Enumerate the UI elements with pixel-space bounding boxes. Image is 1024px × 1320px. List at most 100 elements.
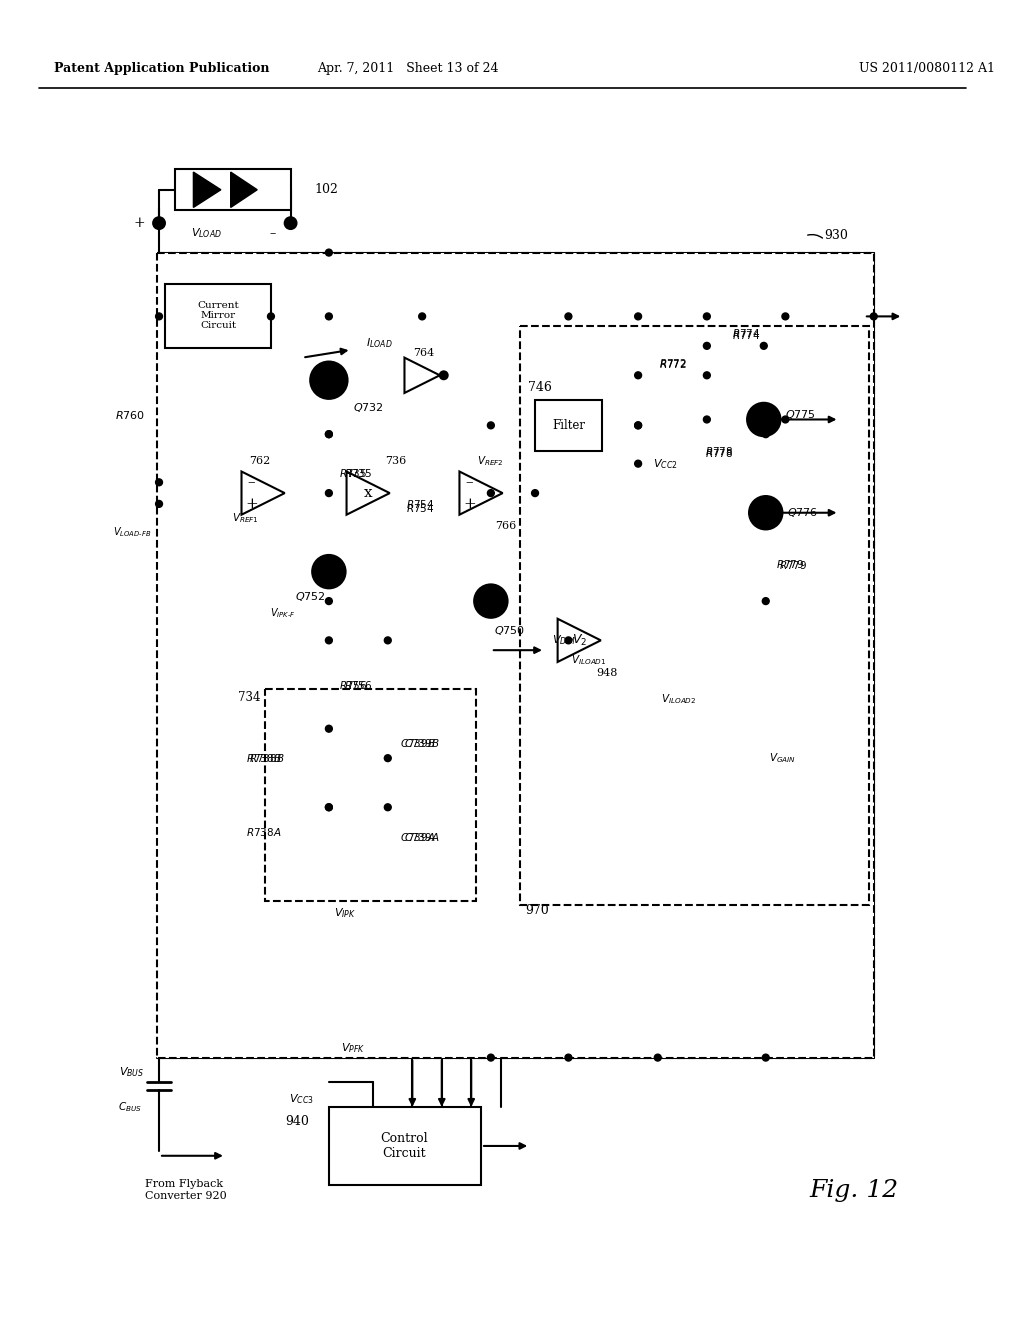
Text: $V_{GAIN}$: $V_{GAIN}$ (769, 751, 796, 766)
Text: $C_{BUS}$: $C_{BUS}$ (119, 1100, 142, 1114)
Polygon shape (242, 471, 285, 515)
Circle shape (654, 1055, 662, 1061)
Text: $I_{LOAD}$: $I_{LOAD}$ (367, 337, 393, 350)
Text: Current
Mirror
Circuit: Current Mirror Circuit (197, 301, 239, 330)
Text: $R738B$: $R738B$ (249, 752, 285, 764)
Text: $R772$: $R772$ (658, 359, 686, 371)
Text: $R778$: $R778$ (705, 445, 733, 457)
Text: $Q775$: $Q775$ (785, 408, 816, 421)
Circle shape (635, 422, 642, 429)
Text: Apr. 7, 2011   Sheet 13 of 24: Apr. 7, 2011 Sheet 13 of 24 (316, 62, 498, 74)
Circle shape (761, 342, 767, 350)
Circle shape (565, 1055, 571, 1061)
Circle shape (156, 500, 163, 507)
Text: $R774$: $R774$ (732, 327, 760, 339)
Text: $V_{ILOAD2}$: $V_{ILOAD2}$ (660, 693, 696, 706)
Text: $V_{CC3}$: $V_{CC3}$ (290, 1092, 314, 1106)
Circle shape (326, 725, 333, 733)
Text: 102: 102 (314, 183, 338, 197)
Circle shape (635, 422, 642, 429)
Circle shape (870, 313, 878, 319)
Text: $V_{REF1}$: $V_{REF1}$ (232, 511, 259, 524)
Text: +: + (463, 496, 475, 511)
Circle shape (635, 461, 642, 467)
Text: $V_{IPK‑F}$: $V_{IPK‑F}$ (270, 606, 296, 620)
Circle shape (750, 496, 782, 529)
Text: $Q732$: $Q732$ (353, 401, 384, 414)
Text: Patent Application Publication: Patent Application Publication (54, 62, 269, 74)
Text: –: – (248, 475, 255, 490)
Polygon shape (404, 358, 440, 393)
Polygon shape (460, 471, 503, 515)
Text: $R779$: $R779$ (775, 558, 804, 570)
Polygon shape (558, 619, 601, 661)
Text: +: + (245, 496, 258, 511)
Text: $V_{LOAD}$: $V_{LOAD}$ (190, 226, 221, 240)
Text: $V_2$: $V_2$ (571, 632, 587, 648)
Text: $Q752$: $Q752$ (295, 590, 326, 603)
Text: 940: 940 (286, 1115, 309, 1127)
Text: 970: 970 (525, 904, 549, 917)
Text: $R760$: $R760$ (115, 409, 145, 421)
Circle shape (474, 585, 508, 618)
Circle shape (762, 598, 769, 605)
Circle shape (326, 313, 333, 319)
Bar (329, 1106, 481, 1185)
Text: 762: 762 (250, 455, 270, 466)
Circle shape (384, 804, 391, 810)
Text: $R738B$: $R738B$ (246, 752, 282, 764)
Text: $R778$: $R778$ (706, 447, 733, 459)
Circle shape (748, 403, 780, 436)
Bar (175, 169, 291, 210)
Text: $V_{LOAD‑FB}$: $V_{LOAD‑FB}$ (114, 525, 152, 540)
Polygon shape (194, 172, 221, 207)
Polygon shape (230, 172, 257, 207)
Circle shape (565, 638, 571, 644)
Text: –: – (269, 227, 276, 240)
Text: 746: 746 (528, 380, 552, 393)
Circle shape (440, 371, 447, 379)
Circle shape (703, 313, 711, 319)
Circle shape (154, 218, 165, 230)
Circle shape (384, 755, 391, 762)
Circle shape (326, 598, 333, 605)
Circle shape (326, 804, 333, 810)
Text: +: + (134, 216, 145, 230)
Circle shape (156, 479, 163, 486)
Text: Control
Circuit: Control Circuit (381, 1133, 428, 1160)
Text: 948: 948 (596, 668, 617, 677)
Circle shape (635, 313, 642, 319)
Text: $R735$: $R735$ (344, 467, 372, 479)
Text: x: x (364, 486, 373, 500)
Text: $Q750$: $Q750$ (494, 624, 525, 638)
Circle shape (384, 638, 391, 644)
Circle shape (326, 430, 333, 438)
Circle shape (487, 422, 495, 429)
Circle shape (703, 416, 711, 422)
Circle shape (487, 1055, 495, 1061)
Circle shape (310, 362, 347, 399)
Circle shape (326, 638, 333, 644)
Bar (157, 252, 873, 1057)
Text: Filter: Filter (552, 418, 585, 432)
Circle shape (326, 804, 333, 810)
Text: $R774$: $R774$ (732, 329, 760, 341)
Bar (265, 689, 476, 900)
Text: $Q776$: $Q776$ (787, 507, 818, 519)
Text: $R756$: $R756$ (344, 678, 372, 690)
Text: $C739A$: $C739A$ (404, 830, 440, 842)
Circle shape (782, 416, 788, 422)
Circle shape (531, 490, 539, 496)
Text: From Flyback
Converter 920: From Flyback Converter 920 (145, 1179, 227, 1201)
Text: $V_{PFK}$: $V_{PFK}$ (341, 1041, 366, 1055)
Circle shape (312, 554, 345, 589)
Circle shape (487, 490, 495, 496)
Text: $R738A$: $R738A$ (247, 826, 282, 838)
Text: $V_{IPK}$: $V_{IPK}$ (334, 907, 356, 920)
Text: 766: 766 (495, 520, 516, 531)
Text: $R772$: $R772$ (658, 356, 686, 368)
Text: $R779$: $R779$ (778, 558, 807, 570)
Text: $V_{CC2}$: $V_{CC2}$ (653, 457, 678, 470)
Text: $V_{DIM}$: $V_{DIM}$ (552, 634, 577, 647)
Bar (520, 326, 868, 906)
